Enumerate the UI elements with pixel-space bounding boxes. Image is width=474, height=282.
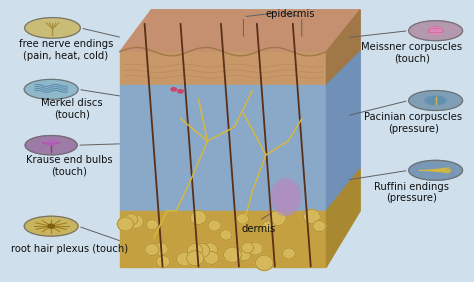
Ellipse shape xyxy=(426,96,445,105)
Ellipse shape xyxy=(425,96,447,105)
Ellipse shape xyxy=(269,210,286,226)
Ellipse shape xyxy=(255,255,273,271)
Polygon shape xyxy=(120,85,327,211)
Ellipse shape xyxy=(313,221,326,232)
Ellipse shape xyxy=(125,214,138,225)
Ellipse shape xyxy=(275,183,297,211)
Text: dermis: dermis xyxy=(242,224,276,234)
Ellipse shape xyxy=(24,216,78,236)
Circle shape xyxy=(48,224,55,228)
Circle shape xyxy=(178,90,183,93)
Ellipse shape xyxy=(273,180,300,214)
Ellipse shape xyxy=(145,243,159,256)
Ellipse shape xyxy=(156,256,170,268)
Text: Krause end bulbs
(touch): Krause end bulbs (touch) xyxy=(26,155,112,177)
Polygon shape xyxy=(327,169,360,267)
Ellipse shape xyxy=(25,17,80,38)
Ellipse shape xyxy=(429,27,442,35)
Ellipse shape xyxy=(146,219,158,230)
Polygon shape xyxy=(120,52,327,85)
Ellipse shape xyxy=(242,243,254,253)
Polygon shape xyxy=(327,52,360,211)
Ellipse shape xyxy=(177,252,192,266)
Ellipse shape xyxy=(204,252,219,264)
Ellipse shape xyxy=(153,243,168,255)
Ellipse shape xyxy=(279,188,293,206)
Ellipse shape xyxy=(248,242,263,255)
Ellipse shape xyxy=(238,250,250,261)
Ellipse shape xyxy=(432,98,440,103)
Ellipse shape xyxy=(263,221,274,232)
Ellipse shape xyxy=(273,182,299,212)
Ellipse shape xyxy=(428,97,443,104)
Ellipse shape xyxy=(25,136,77,155)
Ellipse shape xyxy=(276,185,296,209)
Ellipse shape xyxy=(193,243,210,258)
Circle shape xyxy=(171,88,176,91)
Polygon shape xyxy=(120,211,327,267)
Ellipse shape xyxy=(409,160,463,180)
Ellipse shape xyxy=(224,247,241,263)
Ellipse shape xyxy=(283,248,295,259)
Ellipse shape xyxy=(24,79,78,99)
Ellipse shape xyxy=(409,91,463,111)
Ellipse shape xyxy=(220,230,232,240)
Ellipse shape xyxy=(118,217,134,231)
Ellipse shape xyxy=(128,215,144,228)
Text: Pacinian corpuscles
(pressure): Pacinian corpuscles (pressure) xyxy=(364,112,462,134)
Ellipse shape xyxy=(278,186,294,207)
Ellipse shape xyxy=(187,244,202,257)
Ellipse shape xyxy=(237,213,249,224)
Text: Ruffini endings
(pressure): Ruffini endings (pressure) xyxy=(374,182,449,203)
Text: root hair plexus (touch): root hair plexus (touch) xyxy=(10,243,128,254)
Ellipse shape xyxy=(202,243,218,256)
Polygon shape xyxy=(120,10,360,52)
Ellipse shape xyxy=(208,220,221,231)
Polygon shape xyxy=(327,10,360,85)
Ellipse shape xyxy=(409,21,463,41)
Ellipse shape xyxy=(281,190,292,204)
Text: free nerve endings
(pain, heat, cold): free nerve endings (pain, heat, cold) xyxy=(19,39,113,61)
Text: Meissner corpuscles
(touch): Meissner corpuscles (touch) xyxy=(361,42,462,64)
Ellipse shape xyxy=(271,178,301,215)
Ellipse shape xyxy=(187,251,204,266)
Ellipse shape xyxy=(237,251,249,262)
Text: Merkel discs
(touch): Merkel discs (touch) xyxy=(41,98,103,120)
Ellipse shape xyxy=(190,210,207,224)
Ellipse shape xyxy=(303,209,320,224)
Ellipse shape xyxy=(430,98,441,103)
Text: epidermis: epidermis xyxy=(266,9,315,19)
Ellipse shape xyxy=(45,141,58,145)
